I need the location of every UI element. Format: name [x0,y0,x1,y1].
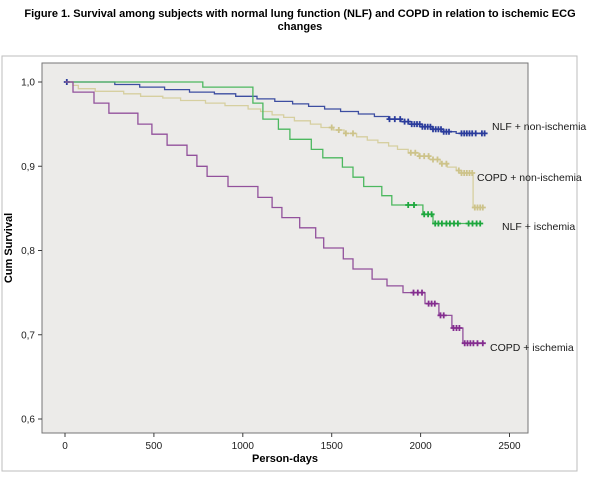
x-tick-label: 2000 [409,441,432,452]
survival-curve-nlf-ischemia [65,81,481,225]
x-tick-label: 1500 [321,441,344,452]
y-tick-label: 0,8 [21,246,35,257]
x-tick-label: 1000 [232,441,255,452]
y-tick-label: 0,7 [21,330,35,341]
series-label-copd-ischemia: COPD + ischemia [490,342,574,354]
censor-marks-copd-non-ischemia [328,124,486,211]
figure-border [1,55,578,472]
figure-title: Figure 1. Survival among subjects with n… [0,8,600,34]
x-tick-label: 0 [62,441,68,452]
plot-area [41,62,529,434]
censor-marks-nlf-ischemia [405,202,484,227]
censor-marks-copd-ischemia [410,289,486,347]
y-tick-label: 0,9 [21,162,35,173]
figure-title-line-2: changes [277,21,323,33]
series-label-copd-non-ischemia: COPD + non-ischemia [477,172,582,184]
x-tick-label: 2500 [498,441,521,452]
y-tick-label: 1,0 [21,78,35,89]
figure-title-line-1: Figure 1. Survival among subjects with n… [24,8,576,20]
x-axis-title: Person-days [251,453,319,465]
x-tick-label: 500 [146,441,163,452]
series-label-nlf-non-ischemia: NLF + non-ischemia [492,121,587,133]
y-tick-label: 0,6 [21,415,35,426]
series-label-nlf-ischemia: NLF + ischemia [502,221,576,233]
